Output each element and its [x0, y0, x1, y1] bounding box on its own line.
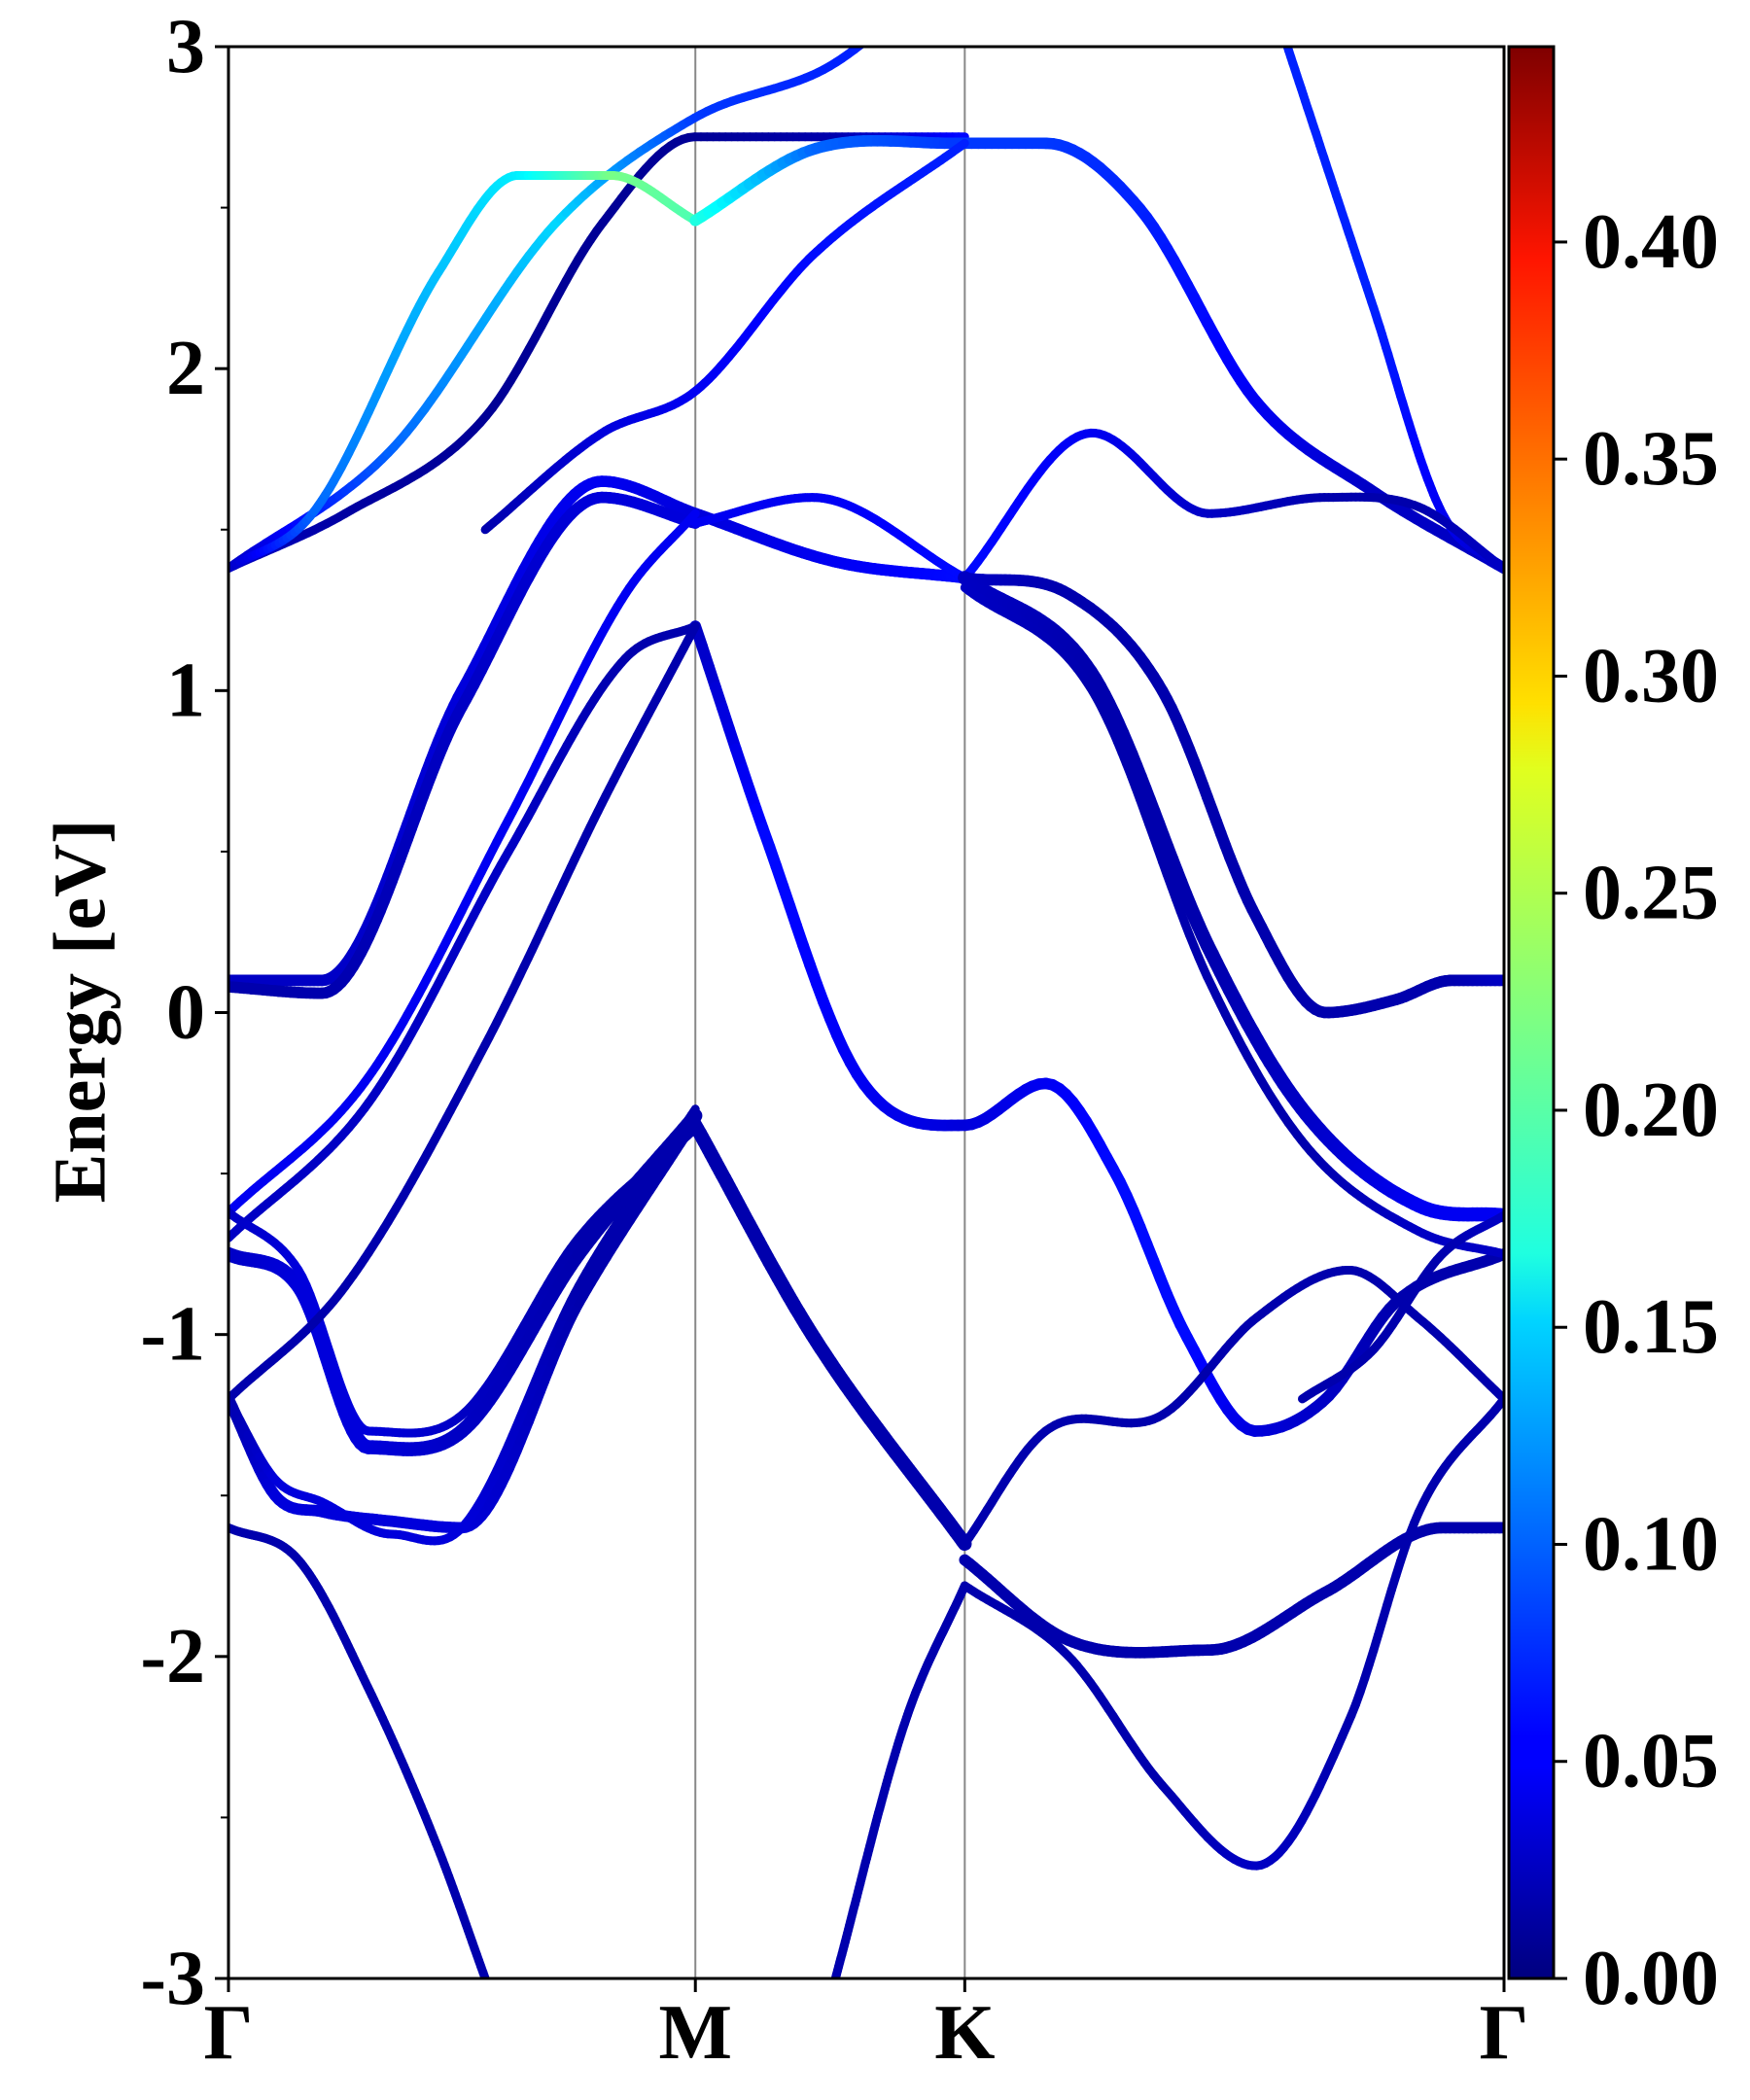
band-segment — [686, 1104, 700, 1120]
band-line — [689, 620, 1504, 1437]
colorbar-tick-label: 0.30 — [1583, 633, 1719, 718]
band-segment — [885, 18, 891, 24]
band-segment — [1282, 32, 1284, 39]
band-line — [689, 134, 1504, 575]
y-tick-label: -2 — [140, 1614, 205, 1699]
band-line — [1273, 0, 1504, 573]
band-line — [830, 1581, 969, 1978]
band-segment — [910, 0, 916, 2]
band-line — [1298, 1210, 1504, 1404]
band-line — [959, 1522, 1504, 1659]
band-segment — [686, 508, 700, 523]
band-line — [228, 171, 700, 573]
band-line — [689, 508, 971, 584]
band-line — [960, 428, 1504, 582]
x-tick-label: Γ — [1480, 1990, 1529, 2076]
colorbar-tick-label: 0.05 — [1583, 1719, 1719, 1804]
band-line — [480, 138, 969, 535]
colorbar-tick-label: 0.35 — [1583, 416, 1719, 502]
band-line — [228, 621, 700, 1242]
colorbar-tick-label: 0.15 — [1583, 1284, 1719, 1370]
colorbar-ticks: 0.00 0.05 0.10 0.15 0.20 0.25 0.30 0.35 0.40 — [1554, 199, 1719, 2021]
band-segment — [1280, 25, 1282, 31]
band-line — [958, 571, 1504, 1223]
y-tick-label: 0 — [166, 970, 205, 1056]
x-tick-label: K — [934, 1990, 995, 2076]
band-segment — [686, 621, 700, 639]
band-line — [228, 508, 700, 1217]
band-segment — [956, 138, 969, 151]
band-segment — [897, 7, 903, 13]
band-line — [959, 572, 1504, 1019]
band-segment — [1275, 7, 1277, 14]
band-line — [228, 1104, 700, 1546]
band-segment — [1277, 13, 1278, 18]
band-segment — [903, 2, 909, 8]
band-segment — [1282, 47, 1291, 50]
high-symmetry-lines — [694, 47, 966, 1978]
y-tick-label: 1 — [166, 648, 205, 733]
colorbar-tick-label: 0.25 — [1583, 851, 1719, 936]
y-tick-label: 3 — [166, 4, 205, 89]
band-segment — [1278, 19, 1280, 26]
band-segment — [685, 1112, 702, 1131]
band-segment — [1273, 0, 1275, 6]
band-line — [960, 1266, 1504, 1549]
colorbar-tick-label: 0.20 — [1583, 1068, 1719, 1153]
band-segment — [873, 29, 879, 34]
band-line — [228, 621, 700, 1404]
colorbar-tick-label: 0.10 — [1583, 1501, 1719, 1587]
y-axis: -3 -2 -1 0 1 2 3 — [140, 4, 228, 2021]
x-tick-label: Γ — [204, 1990, 254, 2076]
band-lines — [228, 0, 1504, 1978]
band-line — [688, 1118, 972, 1552]
band-line — [690, 493, 969, 582]
x-tick-label: M — [658, 1990, 732, 2076]
y-axis-label: Energy [eV] — [39, 820, 121, 1204]
y-tick-label: -3 — [140, 1936, 205, 2021]
band-line — [228, 491, 702, 999]
band-line — [228, 1108, 703, 1456]
colorbar-tick-label: 0.40 — [1583, 199, 1719, 285]
band-line — [228, 1522, 490, 1978]
band-segment — [856, 47, 865, 50]
band-line — [960, 582, 1504, 1259]
y-tick-label: -1 — [140, 1292, 205, 1378]
colorbar-tick-label: 0.00 — [1583, 1936, 1719, 2021]
band-segment — [866, 35, 872, 40]
band-segment — [892, 13, 897, 18]
band-line — [960, 1394, 1504, 1871]
y-tick-label: 2 — [166, 326, 205, 411]
band-segment — [879, 24, 885, 30]
colorbar — [1507, 45, 1556, 1980]
